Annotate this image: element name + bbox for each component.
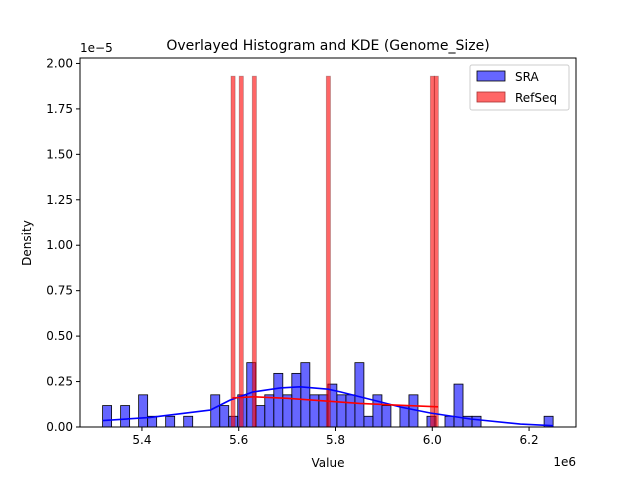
legend-swatch-refseq [476, 91, 506, 103]
sra-bar [138, 394, 149, 428]
legend: SRA RefSeq [469, 64, 570, 111]
y-axis-label: Density [20, 220, 34, 266]
sra-bar [363, 415, 374, 428]
sra-kde-line [102, 385, 554, 427]
axes-frame [79, 57, 577, 428]
sra-bar [345, 394, 356, 428]
legend-label-sra: SRA [515, 70, 539, 84]
y-tick-label: 1.75 [46, 102, 73, 116]
sra-bar [102, 405, 113, 428]
y-tick-label: 1.25 [46, 193, 73, 207]
sra-bar [381, 405, 392, 428]
x-tick-label: 5.6 [229, 433, 248, 447]
y-tick-label: 2.00 [46, 56, 73, 70]
x-offset-label: 1e6 [553, 455, 576, 469]
legend-label-refseq: RefSeq [515, 91, 557, 105]
refseq-bar [433, 75, 439, 428]
x-tick-label: 5.4 [132, 433, 151, 447]
sra-bar [183, 415, 194, 428]
sra-bar [282, 394, 293, 428]
sra-bar [291, 372, 302, 428]
sra-bar [210, 394, 221, 428]
sra-bar [264, 394, 275, 428]
refseq-bar [238, 75, 244, 428]
sra-bar [471, 415, 482, 428]
y-tick-label: 1.00 [46, 238, 73, 252]
refseq-kde-line [232, 395, 439, 408]
sra-bar [336, 394, 347, 428]
refseq-bars [230, 75, 439, 428]
sra-bar [444, 415, 455, 428]
y-tick-label: 0.00 [46, 420, 73, 434]
sra-bar [255, 405, 266, 428]
x-tick-label: 6.0 [423, 433, 442, 447]
refseq-bar [325, 75, 331, 428]
sra-bar [300, 362, 311, 428]
y-tick-label: 0.25 [46, 375, 73, 389]
sra-bar [219, 405, 230, 428]
legend-swatch-sra [476, 70, 506, 82]
y-offset-label: 1e−5 [80, 41, 113, 55]
x-axis: 5.4 5.6 5.8 6.0 6.2 [132, 427, 539, 447]
x-tick-label: 6.2 [520, 433, 539, 447]
sra-bar [165, 415, 176, 428]
y-tick-label: 0.75 [46, 284, 73, 298]
sra-bar [120, 405, 131, 428]
sra-bar [273, 372, 284, 428]
sra-bar [453, 383, 464, 428]
y-axis: 0.00 0.25 0.50 0.75 1.00 1.25 1.50 1.75 2.00 [46, 56, 80, 434]
y-tick-label: 0.50 [46, 329, 73, 343]
chart-title: Overlayed Histogram and KDE (Genome_Size… [166, 38, 489, 54]
y-tick-label: 1.50 [46, 147, 73, 161]
sra-bar [354, 362, 365, 428]
refseq-bar [230, 75, 236, 428]
x-tick-label: 5.8 [326, 433, 345, 447]
kde-lines [102, 385, 554, 427]
x-axis-label: Value [312, 456, 345, 470]
refseq-bar [251, 75, 257, 428]
